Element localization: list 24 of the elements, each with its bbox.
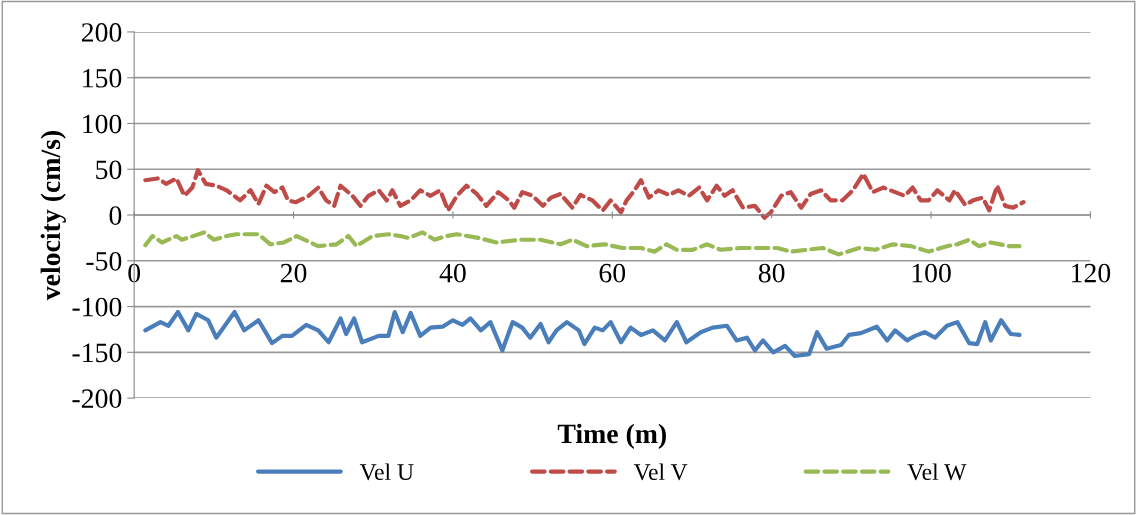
legend-label: Vel V	[633, 463, 688, 481]
x-tick-label: 60	[599, 263, 626, 283]
y-tick-label: 50	[96, 160, 122, 180]
x-axis-title: Time (m)	[557, 423, 666, 449]
y-tick-label: 200	[81, 23, 122, 42]
x-tick-label: 0	[128, 263, 141, 283]
x-tick-label: 120	[1071, 263, 1111, 283]
line-series	[143, 230, 1022, 257]
y-tick-label: -200	[72, 389, 122, 409]
x-tick-label: 80	[758, 263, 785, 283]
line-series	[143, 168, 1026, 220]
y-tick-label: 150	[83, 68, 122, 88]
line-series	[143, 309, 1022, 359]
x-tick-label: 40	[439, 263, 466, 283]
y-tick-label: -50	[86, 251, 122, 271]
legend-label: Vel U	[359, 463, 414, 481]
y-tick-label: -100	[72, 297, 122, 317]
x-tick-label: 100	[912, 263, 951, 283]
y-tick-label: -150	[72, 343, 122, 363]
y-tick-label: 0	[109, 206, 122, 225]
x-tick-label: 20	[280, 263, 307, 283]
y-axis-title: velocity (cm/s)	[40, 131, 66, 301]
legend-label: Vel W	[907, 463, 967, 481]
y-tick-label: 100	[83, 114, 122, 134]
